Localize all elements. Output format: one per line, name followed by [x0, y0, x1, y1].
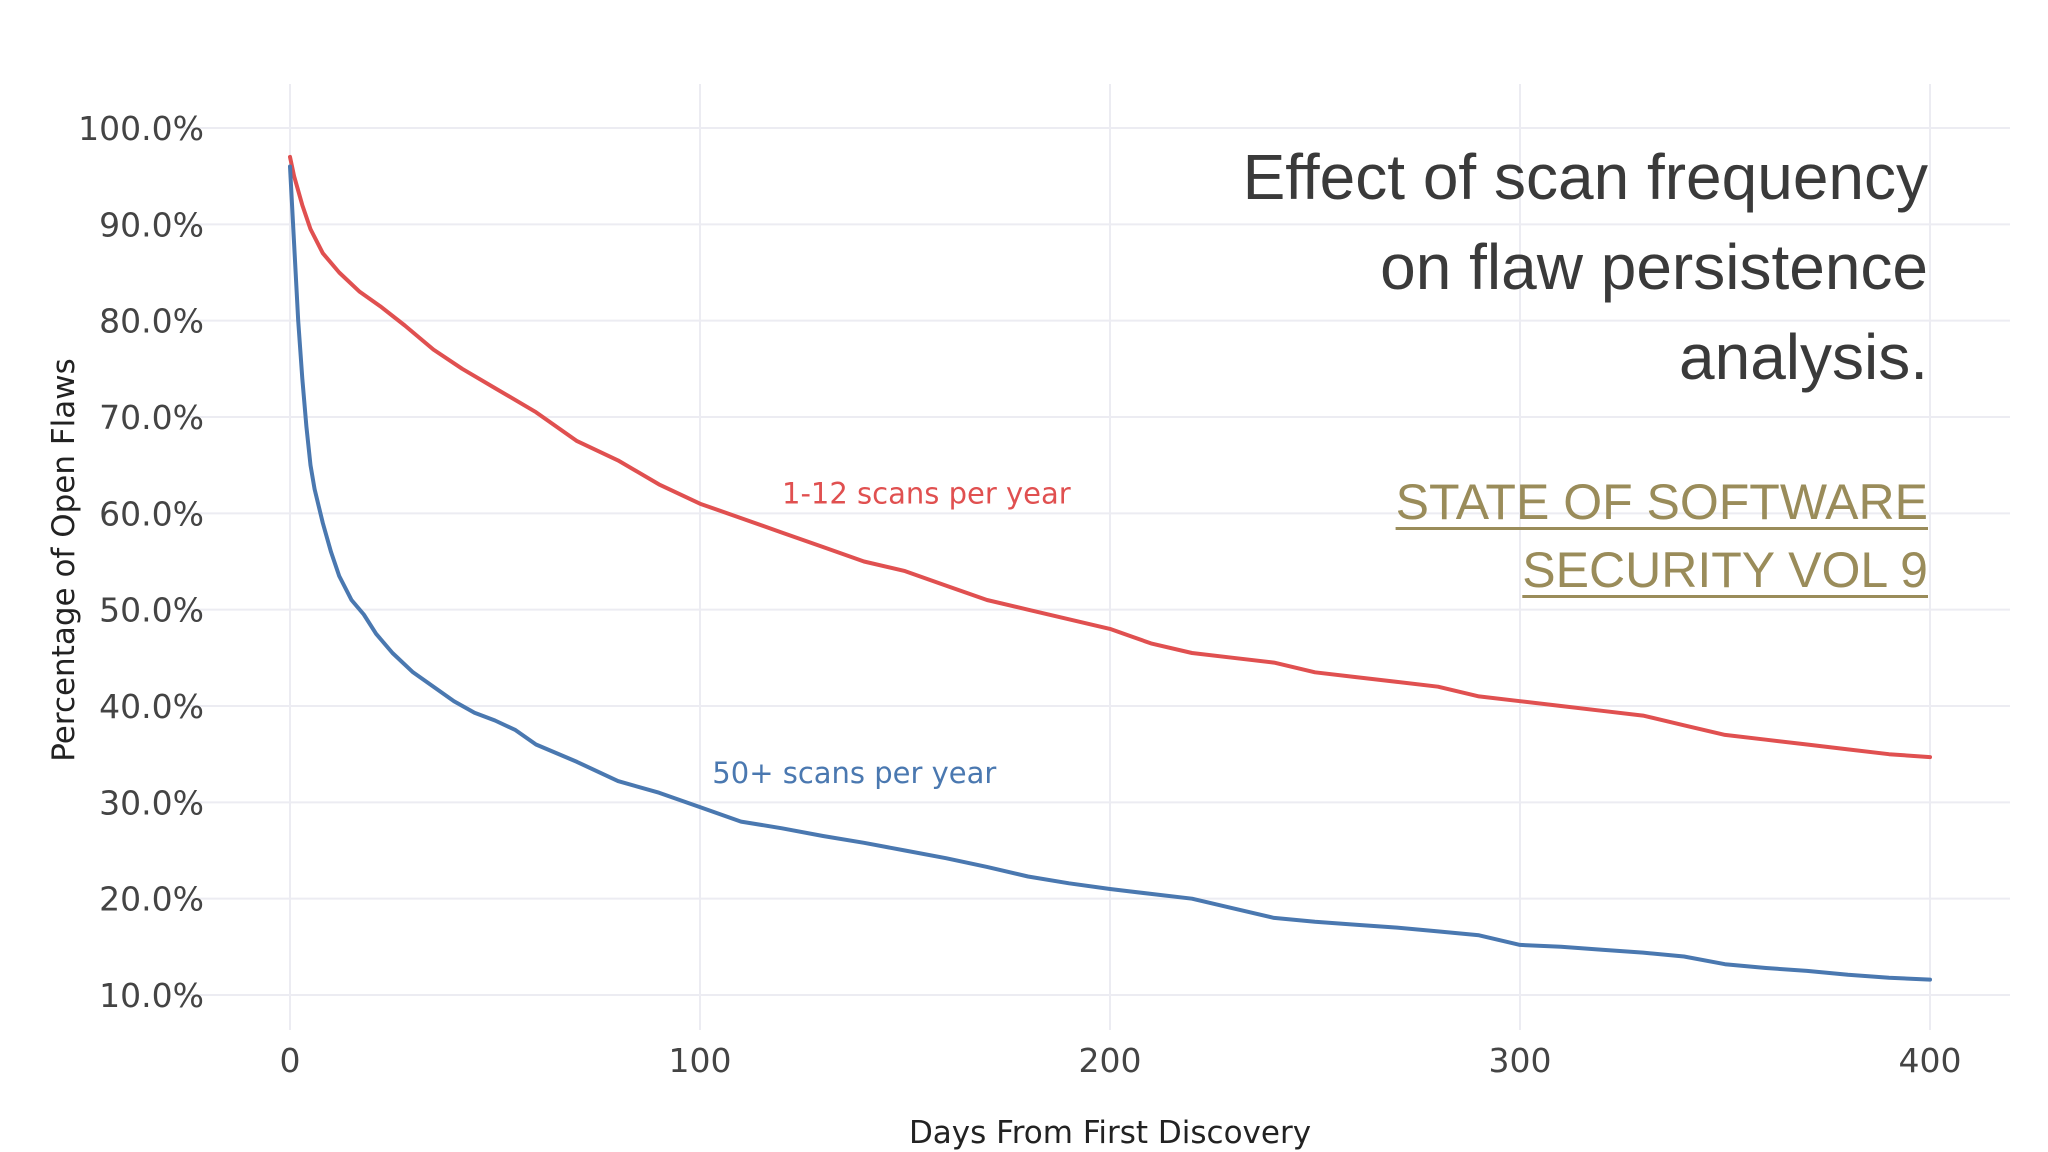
- y-tick-label: 60.0%: [99, 494, 204, 533]
- report-link[interactable]: STATE OF SOFTWARE SECURITY VOL 9: [1028, 468, 1928, 604]
- gridlines: [180, 84, 2010, 1034]
- series-label-2: 50+ scans per year: [712, 756, 996, 790]
- series-lines: [288, 154, 1932, 982]
- series-line-2: [288, 164, 1932, 982]
- headline-line-2: on flaw persistence: [1380, 231, 1928, 303]
- series-label-1: 1-12 scans per year: [782, 477, 1071, 511]
- y-tick-label: 80.0%: [99, 302, 204, 341]
- report-link-line-2[interactable]: SECURITY VOL 9: [1028, 536, 1928, 604]
- axis-ticks: 10.0% 20.0% 30.0% 40.0% 50.0% 60.0% 70.0% 80.0%…: [78, 109, 1961, 1080]
- headline-line-1: Effect of scan frequency: [1242, 141, 1928, 213]
- y-tick-label: 90.0%: [99, 205, 204, 244]
- x-tick-label: 0: [280, 1041, 301, 1080]
- y-tick-label: 40.0%: [99, 687, 204, 726]
- series-line-1: [288, 154, 1932, 760]
- report-link-text-1[interactable]: STATE OF SOFTWARE: [1395, 474, 1928, 530]
- y-tick-label: 100.0%: [78, 109, 204, 148]
- report-link-line-1[interactable]: STATE OF SOFTWARE: [1028, 468, 1928, 536]
- x-tick-label: 100: [669, 1041, 732, 1080]
- x-axis-title: Days From First Discovery: [909, 1115, 1311, 1151]
- x-tick-label: 400: [1899, 1041, 1962, 1080]
- y-tick-label: 30.0%: [99, 783, 204, 822]
- headline: Effect of scan frequency on flaw persist…: [1028, 132, 1928, 402]
- plot-background: [180, 84, 2010, 1034]
- x-tick-label: 300: [1489, 1041, 1552, 1080]
- headline-line-3: analysis.: [1679, 321, 1928, 393]
- y-tick-label: 20.0%: [99, 880, 204, 919]
- y-tick-label: 70.0%: [99, 398, 204, 437]
- series-labels: 1-12 scans per year 50+ scans per year: [712, 477, 1070, 790]
- y-axis-title: Percentage of Open Flaws: [46, 358, 82, 762]
- x-tick-label: 200: [1079, 1041, 1142, 1080]
- report-link-text-2[interactable]: SECURITY VOL 9: [1522, 542, 1928, 598]
- y-tick-label: 10.0%: [99, 976, 204, 1015]
- y-tick-label: 50.0%: [99, 591, 204, 630]
